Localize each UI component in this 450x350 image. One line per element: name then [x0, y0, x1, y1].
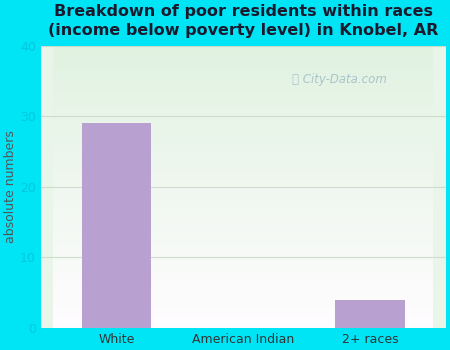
Bar	[335, 300, 405, 328]
Bar	[82, 124, 152, 328]
Text: ⓘ City-Data.com: ⓘ City-Data.com	[292, 73, 387, 86]
Y-axis label: absolute numbers: absolute numbers	[4, 131, 17, 243]
Title: Breakdown of poor residents within races
(income below poverty level) in Knobel,: Breakdown of poor residents within races…	[48, 4, 438, 38]
